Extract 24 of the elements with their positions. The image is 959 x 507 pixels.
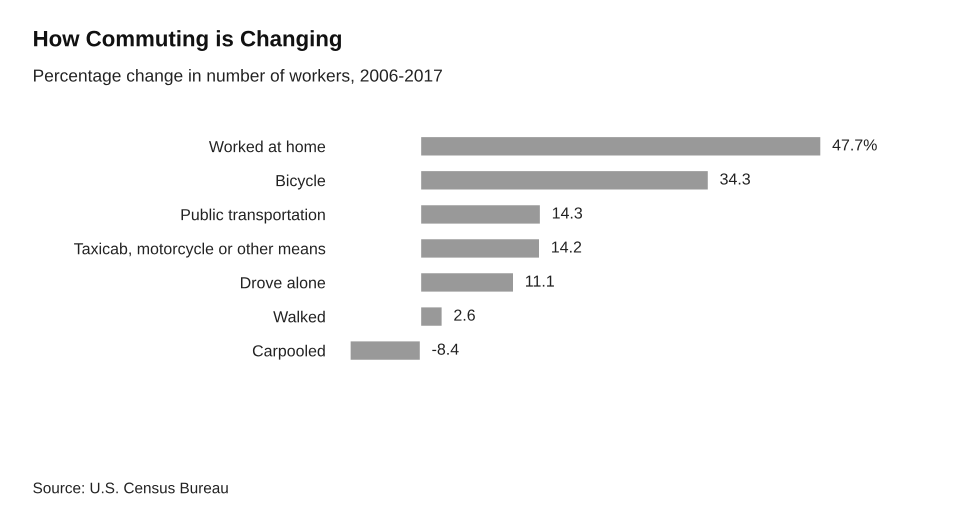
- y-tick-label: Drove alone: [240, 276, 326, 288]
- y-tick-label: Taxicab, motorcycle or other means: [74, 242, 326, 258]
- y-tick-label: Public transportation: [182, 208, 325, 224]
- bar: [420, 306, 444, 328]
- bar: [420, 136, 822, 157]
- y-tick-label: Carpooled: [252, 344, 325, 360]
- data-label: 14.2: [552, 241, 582, 253]
- bar: [420, 238, 540, 259]
- data-label: 47.7%: [832, 139, 877, 151]
- data-label: 2.6: [454, 309, 475, 321]
- chart-subtitle: Percentage change in number of workers, 2006-2017: [34, 68, 442, 86]
- bar: [349, 340, 422, 362]
- data-label: 14.3: [552, 207, 582, 219]
- y-tick-label: Bicycle: [276, 174, 326, 190]
- data-label: 34.3: [720, 173, 750, 185]
- bar: [420, 204, 542, 225]
- chart-title: How Commuting is Changing: [34, 30, 341, 51]
- bar: [420, 170, 710, 191]
- y-tick-label: Walked: [273, 310, 325, 322]
- data-label: 11.1: [526, 276, 554, 287]
- y-tick-label: Worked at home: [208, 140, 326, 152]
- bar: [420, 272, 514, 294]
- source-note: Source: U.S. Census Bureau: [33, 482, 228, 494]
- data-label: -8.4: [432, 344, 459, 355]
